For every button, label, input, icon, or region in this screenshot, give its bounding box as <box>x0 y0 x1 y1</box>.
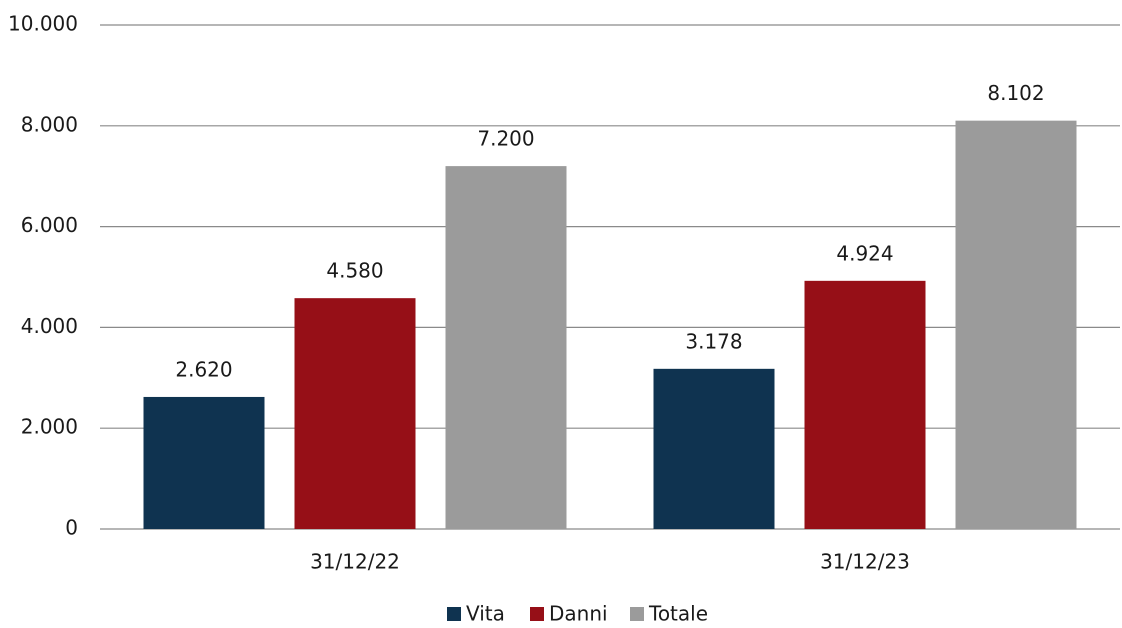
y-tick-label: 6.000 <box>21 213 78 237</box>
value-label: 3.178 <box>685 329 742 353</box>
legend-swatch <box>630 607 644 621</box>
bar <box>294 298 416 529</box>
value-label: 7.200 <box>477 127 534 151</box>
bar <box>143 396 265 529</box>
bar <box>445 166 567 529</box>
y-tick-label: 10.000 <box>8 12 78 36</box>
legend-swatch <box>530 607 544 621</box>
legend-swatch <box>447 607 461 621</box>
y-tick-label: 2.000 <box>21 415 78 439</box>
x-tick-label: 31/12/23 <box>820 550 910 574</box>
value-label: 2.620 <box>175 357 232 381</box>
bar <box>804 280 926 529</box>
legend-label: Danni <box>549 602 608 626</box>
y-tick-label: 8.000 <box>21 112 78 136</box>
y-tick-label: 0 <box>65 516 78 540</box>
value-label: 8.102 <box>987 81 1044 105</box>
legend-label: Vita <box>466 602 505 626</box>
legend-label: Totale <box>648 602 708 626</box>
x-tick-label: 31/12/22 <box>310 550 400 574</box>
y-tick-label: 4.000 <box>21 314 78 338</box>
bar <box>955 120 1077 529</box>
value-label: 4.580 <box>326 259 383 283</box>
value-label: 4.924 <box>836 241 893 265</box>
bar <box>653 368 775 529</box>
